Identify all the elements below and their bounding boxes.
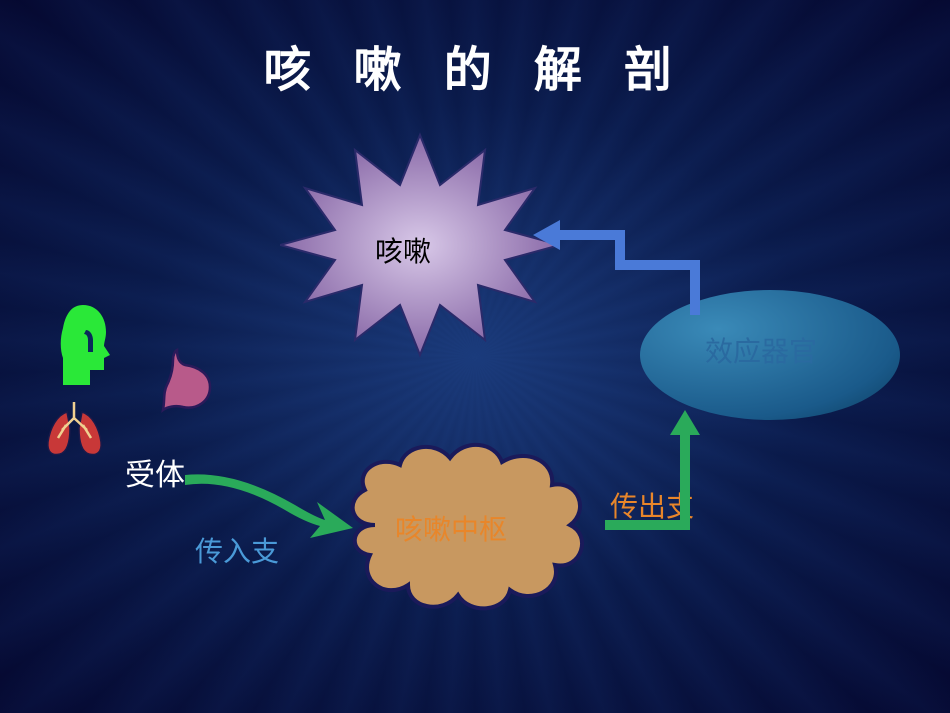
afferent-arrow-icon	[175, 460, 355, 540]
stomach-icon	[155, 345, 220, 415]
head-icon	[48, 300, 118, 390]
starburst-label: 咳嗽	[375, 230, 431, 270]
blue-arrow-icon	[525, 215, 705, 325]
effector-label: 效应器官	[705, 330, 817, 370]
lungs-icon	[42, 400, 107, 460]
cloud-center-label: 咳嗽中枢	[395, 508, 507, 548]
efferent-arrow-icon	[595, 405, 735, 535]
page-title: 咳 嗽 的 解 剖	[0, 30, 950, 100]
